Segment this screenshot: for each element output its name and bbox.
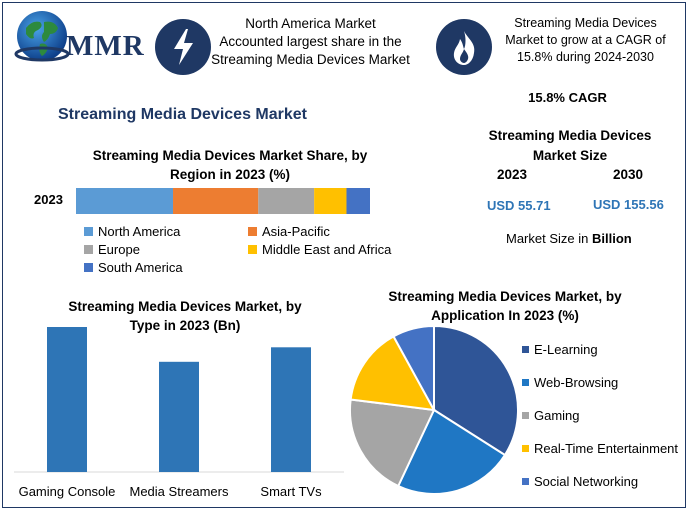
application-legend-item: Real-Time Entertainment [522, 441, 678, 456]
type-chart-title: Streaming Media Devices Market, by Type … [30, 297, 340, 335]
type-tick-label: Smart TVs [260, 484, 322, 499]
legend-swatch [84, 263, 93, 272]
flame-icon [436, 19, 492, 75]
globe-icon [14, 11, 70, 62]
legend-label: Middle East and Africa [262, 242, 392, 257]
region-segment-south-america [346, 188, 370, 214]
legend-swatch [522, 379, 529, 386]
legend-label: Asia-Pacific [262, 224, 330, 239]
legend-swatch [522, 445, 529, 452]
region-segment-middle-east-and-africa [314, 188, 347, 214]
unit-bold: Billion [591, 231, 632, 246]
region-legend-item: Asia-Pacific [248, 224, 330, 239]
lightning-bolt-icon [155, 19, 211, 75]
legend-label: Gaming [534, 408, 580, 423]
application-chart-title: Streaming Media Devices Market, by Appli… [365, 287, 645, 325]
application-chart-title-line: Application In 2023 (%) [431, 308, 579, 323]
pie-slice-real-time-entertainment [349, 335, 436, 412]
region-segment-asia-pacific [173, 188, 259, 214]
type-tick-label: Media Streamers [130, 484, 229, 499]
type-bar-media-streamers [159, 361, 199, 472]
value-2023: USD 55.71 [487, 198, 551, 213]
infographic-frame [2, 2, 686, 508]
region-segment-north-america [76, 188, 174, 214]
market-size-unit: Market Size in Billion [506, 231, 632, 246]
type-bar-gaming-console [47, 327, 87, 472]
legend-swatch [522, 478, 529, 485]
legend-swatch [84, 227, 93, 236]
type-chart-title-line: Streaming Media Devices Market, by [68, 299, 302, 314]
header-box1-line: North America Market [245, 16, 376, 31]
application-legend-item: Social Networking [522, 474, 638, 489]
legend-label: South America [98, 260, 183, 275]
legend-label: Web-Browsing [534, 375, 619, 390]
region-chart-title-line: Streaming Media Devices Market Share, by [92, 148, 368, 163]
region-legend-item: North America [84, 224, 180, 239]
year-2030-label: 2030 [613, 167, 644, 182]
legend-swatch [522, 412, 529, 419]
legend-swatch [248, 227, 257, 236]
value-2030: USD 155.56 [593, 197, 664, 212]
logo-text: MMR [66, 30, 145, 62]
header-box2-text: Streaming Media Devices Market to grow a… [498, 15, 673, 66]
legend-label: Real-Time Entertainment [534, 441, 679, 456]
type-bar-smart-tvs [271, 347, 311, 472]
application-legend-item: Gaming [522, 408, 580, 423]
legend-label: Social Networking [534, 474, 639, 489]
year-2023-label: 2023 [497, 167, 528, 182]
cagr-label: 15.8% CAGR [528, 90, 607, 105]
legend-label: Europe [98, 242, 140, 257]
header-box2-line: Market to grow at a CAGR of [505, 33, 666, 47]
type-chart-title-line: Type in 2023 (Bn) [129, 318, 241, 333]
legend-swatch [522, 346, 529, 353]
market-size-title-line: Market Size [532, 148, 608, 163]
region-chart-title: Streaming Media Devices Market Share, by… [60, 146, 400, 184]
type-bar-chart: Gaming Console Media Streamers Smart TVs [14, 327, 344, 499]
region-category-label: 2023 [34, 192, 63, 207]
header-box1-line: Streaming Media Devices Market [211, 52, 410, 67]
market-size-title-line: Streaming Media Devices [488, 128, 652, 143]
header-box1-line: Accounted largest share in the [219, 34, 402, 49]
application-chart-title-line: Streaming Media Devices Market, by [388, 289, 622, 304]
legend-label: North America [98, 224, 181, 239]
header-box1-text: North America Market Accounted largest s… [208, 15, 413, 69]
application-pie-chart [349, 324, 519, 495]
region-chart-title-line: Region in 2023 (%) [169, 167, 291, 182]
market-size-title: Streaming Media Devices Market Size [470, 126, 670, 166]
region-legend-item: Europe [84, 242, 140, 257]
unit-prefix: Market Size in [506, 231, 592, 246]
header-box2-line: Streaming Media Devices [514, 16, 657, 30]
application-legend-item: Web-Browsing [522, 375, 618, 390]
region-segment-europe [258, 188, 315, 214]
pie-slice-social-networking [392, 324, 435, 411]
legend-swatch [248, 245, 257, 254]
application-legend-item: E-Learning [522, 342, 598, 357]
page-title: Streaming Media Devices Market [58, 106, 307, 123]
region-legend-item: South America [84, 260, 183, 275]
legend-swatch [84, 245, 93, 254]
region-stacked-bar [76, 188, 370, 214]
header-box2-line: 15.8% during 2024-2030 [517, 50, 654, 64]
legend-label: E-Learning [534, 342, 598, 357]
region-legend-item: Middle East and Africa [248, 242, 391, 257]
type-tick-label: Gaming Console [19, 484, 116, 499]
pie-slice-gaming [349, 398, 436, 488]
